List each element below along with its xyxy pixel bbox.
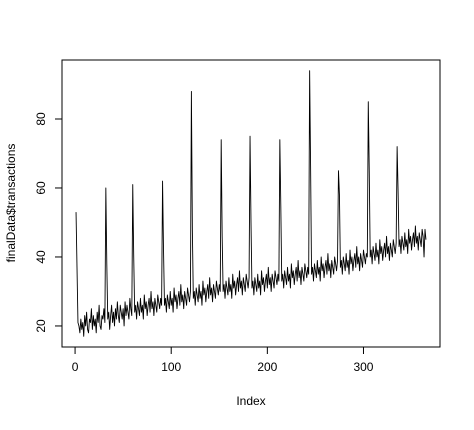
x-tick-label: 200 [257,360,277,374]
data-line [75,70,427,337]
x-tick-label: 100 [161,360,181,374]
y-tick-label: 40 [34,250,48,264]
y-tick-label: 60 [34,181,48,195]
y-tick-label: 80 [34,112,48,126]
y-tick-label: 20 [34,319,48,333]
y-axis-label: finalData$transactions [4,144,18,263]
x-tick-label: 300 [353,360,373,374]
x-tick-label: 0 [72,360,79,374]
x-axis-label: Index [236,394,265,408]
